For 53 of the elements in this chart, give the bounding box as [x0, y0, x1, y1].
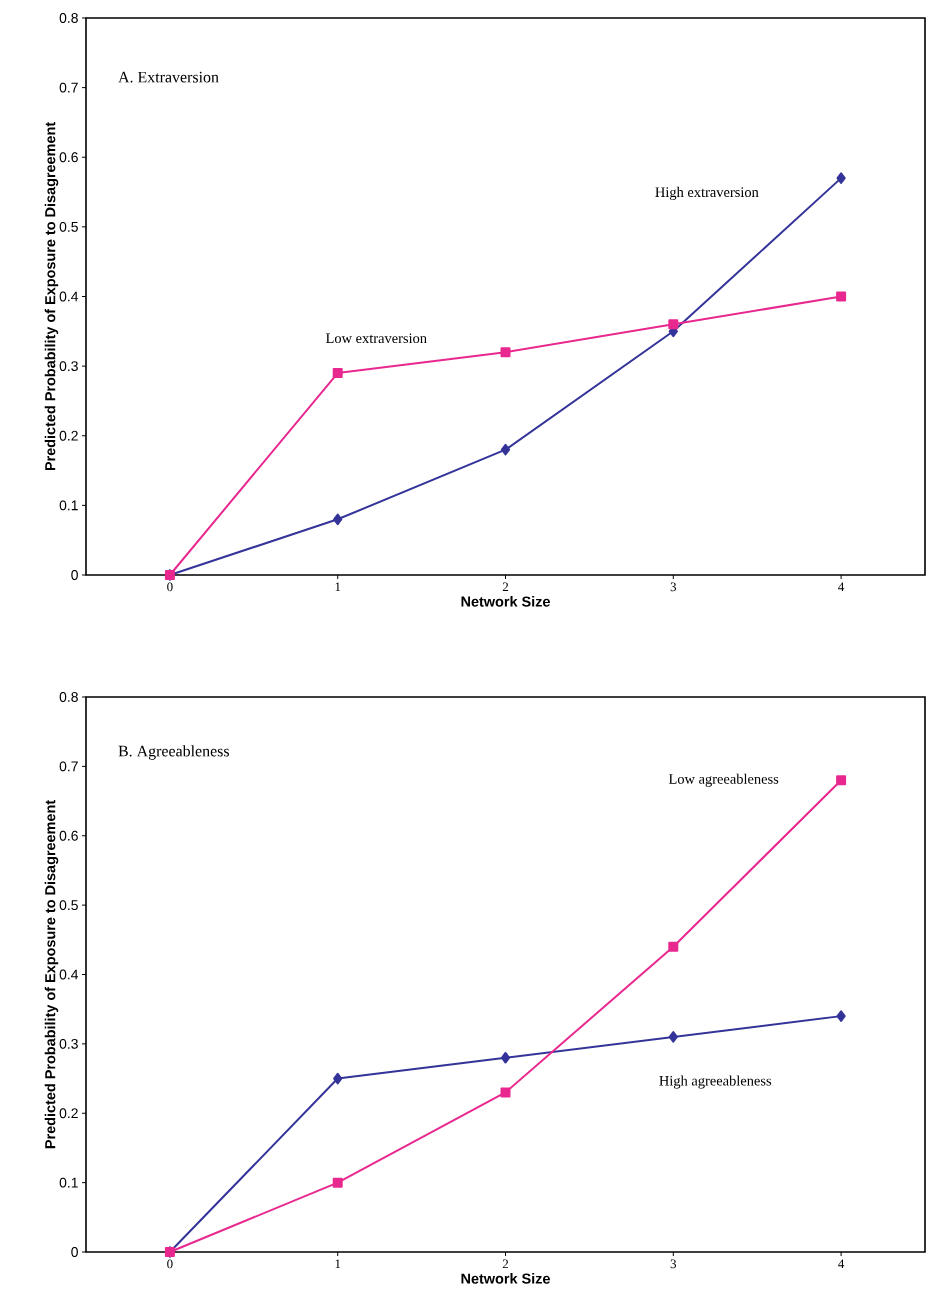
y-tick-label: 0.1	[59, 500, 78, 511]
y-tick-label: 0.1	[59, 1177, 78, 1188]
y-tick-label: 0.8	[59, 13, 78, 23]
x-tick-label: 2	[502, 582, 509, 592]
text: High extraversion	[655, 186, 759, 201]
y-tick-label: 0.4	[59, 291, 79, 302]
x-tick-label: 1	[335, 582, 341, 592]
y-tick-label: 0.5	[59, 221, 78, 232]
annotation: B. Agreeableness	[118, 745, 229, 760]
x-tick-label: 0	[167, 582, 173, 592]
point	[668, 1031, 678, 1043]
x-tick-label: 3	[670, 582, 677, 592]
x-tick-label: 4	[838, 1259, 845, 1269]
series-label: Low extraversion	[325, 333, 427, 344]
y-tick-label: 0.7	[59, 82, 78, 93]
y-axis-title: Predicted Probability of Exposure to Disagreement	[44, 122, 59, 471]
point	[333, 1072, 343, 1085]
point	[500, 1051, 511, 1064]
point	[332, 368, 343, 379]
y-tick-label: 0	[71, 570, 78, 580]
y-tick-label: 0.2	[59, 1108, 78, 1119]
x-tick-label: 4	[838, 582, 845, 592]
point	[500, 347, 511, 358]
y-tick-label: 0.3	[59, 361, 78, 372]
point	[668, 319, 679, 330]
x-axis-title: Network Size	[461, 1273, 550, 1284]
y-tick-label: 0.5	[59, 900, 78, 911]
point	[500, 443, 511, 456]
x-tick-label: 3	[670, 1259, 677, 1269]
text: Low agreeableness	[668, 773, 779, 787]
point	[668, 941, 679, 952]
x-tick-label: 0	[167, 1259, 173, 1269]
annotation: A. Extraversion	[118, 71, 219, 83]
y-tick-label: 0.6	[59, 152, 78, 163]
y-tick-label: 0.4	[59, 969, 79, 980]
point	[836, 172, 846, 184]
x-tick-label: 2	[502, 1259, 509, 1269]
point	[836, 775, 847, 786]
point	[836, 291, 847, 302]
point	[500, 1087, 511, 1098]
y-tick-label: 0.8	[59, 692, 78, 702]
y-tick-label: 0.6	[59, 830, 78, 841]
y-tick-label: 0.7	[59, 761, 78, 772]
x-axis-title: Network Size	[461, 596, 550, 607]
point	[333, 513, 343, 526]
y-tick-label: 0	[71, 1247, 78, 1257]
point	[836, 1010, 846, 1022]
x-tick-label: 1	[335, 1259, 341, 1269]
text: High agreeableness	[659, 1075, 772, 1089]
y-axis-title: Predicted Probability of Exposure to Disagreement	[44, 800, 59, 1149]
y-tick-label: 0.3	[59, 1038, 78, 1049]
point	[332, 1177, 343, 1188]
y-tick-label: 0.2	[59, 430, 78, 441]
